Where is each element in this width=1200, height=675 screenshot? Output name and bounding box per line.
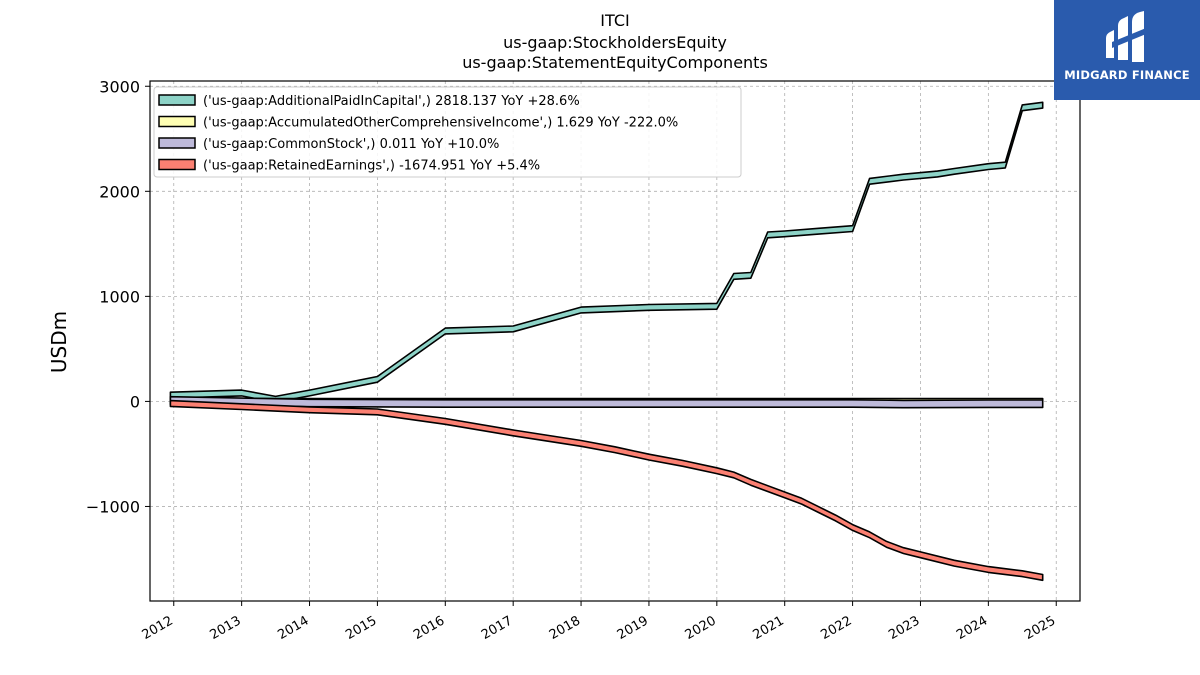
legend: ('us-gaap:AdditionalPaidInCapital',) 281… <box>153 86 742 178</box>
title-line-2: us-gaap:StockholdersEquity <box>503 33 727 52</box>
brand-logo: MIDGARD FINANCE <box>1054 0 1200 100</box>
y-tick-label: 2000 <box>99 182 140 201</box>
legend-entry-label: ('us-gaap:RetainedEarnings',) -1674.951 … <box>203 159 540 174</box>
x-tick-label: 2015 <box>343 613 379 643</box>
legend-box <box>153 86 742 178</box>
legend-entry-label: ('us-gaap:CommonStock',) 0.011 YoY +10.0… <box>203 137 499 152</box>
y-tick-label: 3000 <box>99 77 140 96</box>
legend-swatch <box>158 115 196 128</box>
x-tick-label: 2014 <box>275 613 311 643</box>
x-tick-label: 2024 <box>954 613 990 643</box>
y-tick-label: 0 <box>130 392 140 411</box>
legend-entry-label: ('us-gaap:AccumulatedOtherComprehensiveI… <box>203 116 678 131</box>
title-line-1: ITCI <box>600 11 629 30</box>
x-axis: 2012 2013 2014 2015 2016 2017 2018 2019 2020 2021… <box>140 601 1058 643</box>
plot-frame <box>149 80 1081 602</box>
legend-entry-label: ('us-gaap:AdditionalPaidInCapital',) 281… <box>203 94 580 109</box>
x-tick-label: 2023 <box>886 613 922 643</box>
y-tick-label: −1000 <box>86 497 140 516</box>
chart-title: ITCI us-gaap:StockholdersEquity us-gaap:… <box>462 11 768 72</box>
legend-swatch <box>158 137 196 149</box>
x-tick-label: 2018 <box>547 613 583 643</box>
x-tick-label: 2025 <box>1022 613 1058 643</box>
series-band-3 <box>169 399 1044 582</box>
y-axis: 3000 2000 1000 0 −1000 <box>86 77 150 516</box>
x-tick-label: 2012 <box>140 613 176 643</box>
legend-swatch <box>158 94 196 106</box>
legend-swatch <box>158 158 196 171</box>
x-tick-label: 2020 <box>683 613 719 643</box>
x-tick-label: 2019 <box>615 613 651 643</box>
x-tick-label: 2021 <box>751 613 787 643</box>
logo-text: MIDGARD FINANCE <box>1064 68 1190 82</box>
x-tick-label: 2017 <box>479 613 515 643</box>
y-tick-label: 1000 <box>99 287 140 306</box>
title-line-3: us-gaap:StatementEquityComponents <box>462 53 768 72</box>
series-band-2 <box>169 395 1044 409</box>
x-tick-label: 2022 <box>818 613 854 643</box>
series-lines <box>169 101 1044 582</box>
logo-mark-icon <box>1106 11 1146 62</box>
y-axis-label: USDm <box>47 311 71 373</box>
x-tick-label: 2013 <box>207 613 243 643</box>
series-band-0 <box>169 101 1044 403</box>
x-tick-label: 2016 <box>411 613 447 643</box>
